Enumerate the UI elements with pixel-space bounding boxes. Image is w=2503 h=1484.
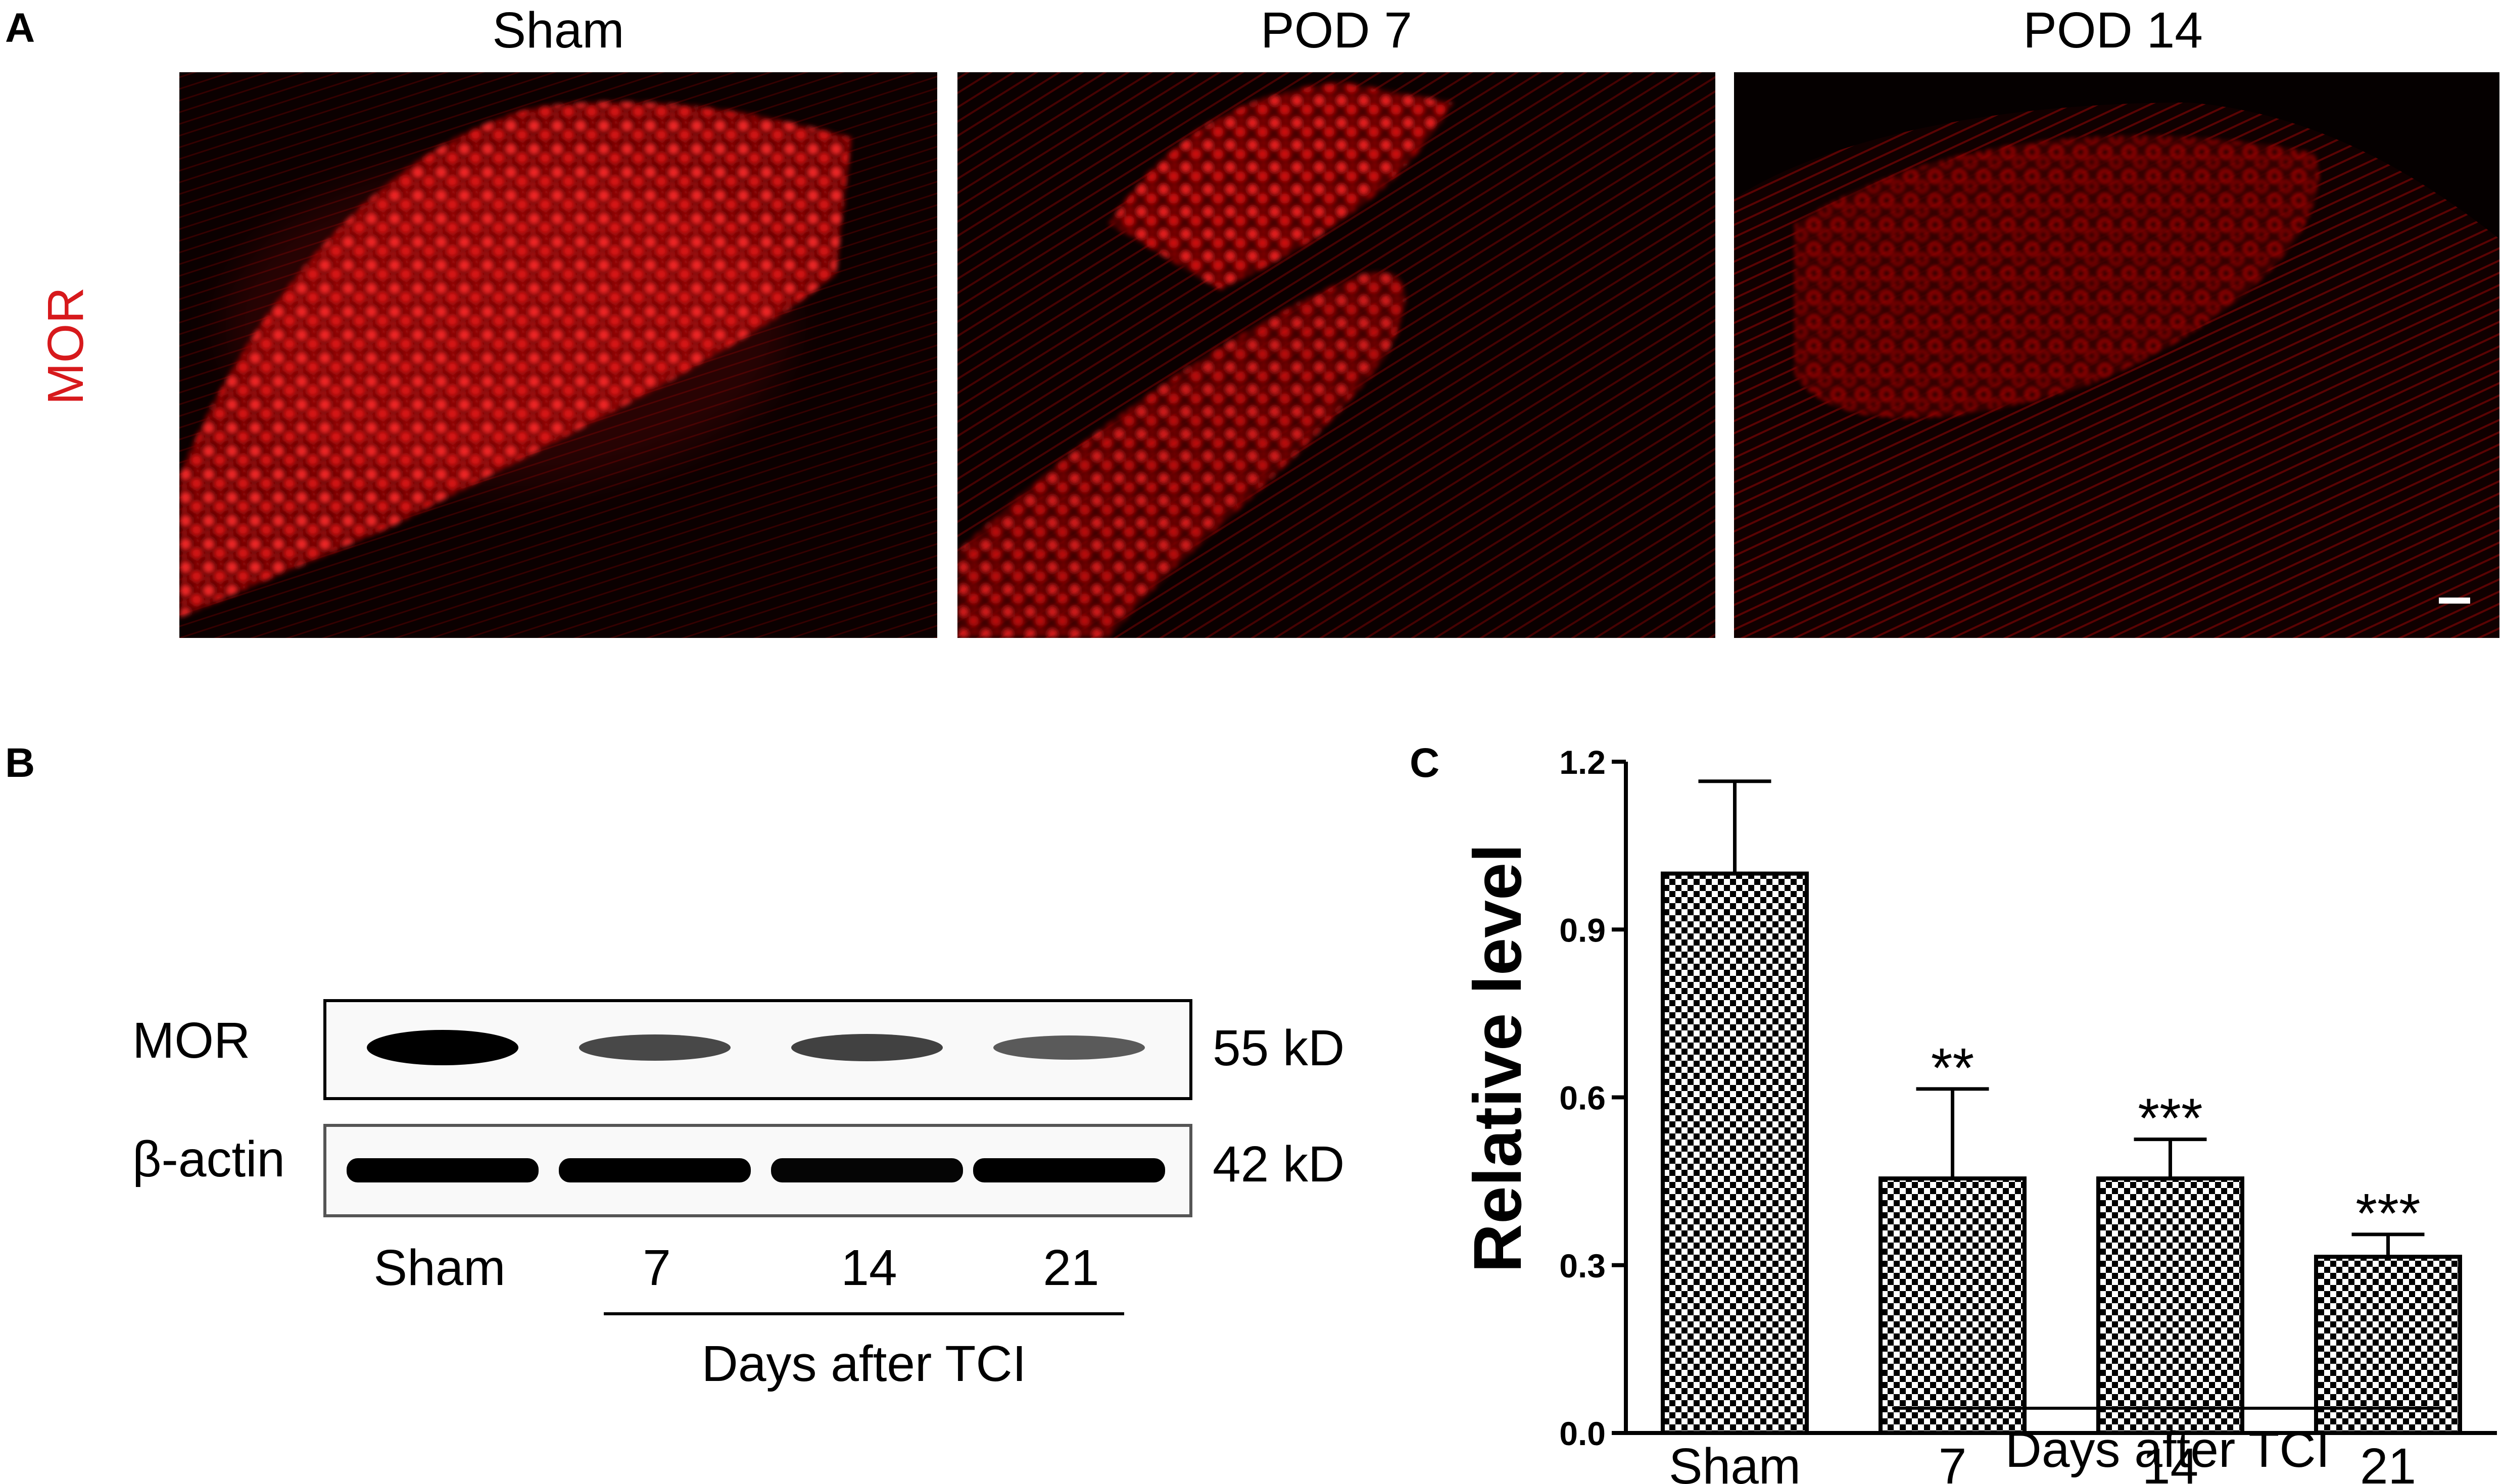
mor-band-7 <box>579 1034 731 1061</box>
actin-band-sham <box>347 1158 539 1182</box>
x-tick-label: 7 <box>1939 1438 1967 1484</box>
blot-actin-bands <box>347 1158 1165 1182</box>
mor-band-14 <box>791 1034 943 1061</box>
blot-mor <box>323 999 1192 1100</box>
blot-mor-bands <box>367 1030 1145 1065</box>
panel-a-letter: A <box>5 5 35 51</box>
x-tick-label: 21 <box>2360 1438 2416 1484</box>
bar-21 <box>2314 1255 2462 1435</box>
panel-b-letter: B <box>5 740 35 786</box>
y-axis-label: Relative level <box>1460 844 1535 1272</box>
bar-7 <box>1879 1176 2027 1436</box>
actin-band-7 <box>559 1158 751 1182</box>
micrograph-sham <box>179 72 937 638</box>
x-tick-label: Sham <box>1669 1438 1801 1484</box>
bar-sham <box>1661 871 1809 1435</box>
x-tick-label: 14 <box>2142 1438 2198 1484</box>
size-label-actin: 42 kD <box>1213 1136 1345 1193</box>
blot-actin <box>323 1124 1192 1217</box>
y-tick-label: 0.3 <box>1559 1247 1606 1284</box>
group-label-c: Days after TCI <box>2005 1421 2330 1478</box>
panel-c-letter: C <box>1410 740 1440 786</box>
column-title-sham: Sham <box>492 2 624 59</box>
group-underline-b <box>604 1312 1124 1315</box>
mor-band-21 <box>993 1035 1145 1060</box>
lane-label-7: 7 <box>643 1240 671 1296</box>
y-tick-label: 0.0 <box>1559 1415 1606 1452</box>
significance-marker: *** <box>2138 1087 2202 1150</box>
micrograph-pod7 <box>957 72 1715 638</box>
group-underline-c <box>1892 1407 2443 1410</box>
bar-chart: Sham ** 7 *** 14 *** 21 0.0 0.3 0.6 0.9 1.2 Relati… <box>1460 744 2497 1484</box>
size-label-mor: 55 kD <box>1213 1020 1345 1076</box>
y-tick-label: 0.9 <box>1559 911 1606 949</box>
lane-label-14: 14 <box>841 1240 897 1296</box>
significance-marker: ** <box>1931 1037 1975 1099</box>
lane-label-21: 21 <box>1043 1240 1099 1296</box>
actin-band-21 <box>973 1158 1165 1182</box>
row-label-wrapper: MOR <box>37 287 94 405</box>
significance-marker: *** <box>2355 1182 2420 1245</box>
group-label-b: Days after TCI <box>701 1335 1027 1392</box>
column-title-pod7: POD 7 <box>1260 2 1413 59</box>
mor-band-sham <box>367 1030 518 1065</box>
scale-bar <box>2439 598 2470 604</box>
lane-label-sham: Sham <box>373 1240 506 1296</box>
bar-14 <box>2096 1176 2244 1436</box>
row-label-mor: MOR <box>37 287 94 405</box>
micrograph-pod14 <box>1734 72 2499 638</box>
band-label-mor: MOR <box>132 1012 251 1069</box>
band-label-actin: β-actin <box>132 1131 285 1188</box>
column-title-pod14: POD 14 <box>2023 2 2203 59</box>
y-tick-label: 1.2 <box>1559 744 1606 781</box>
y-tick-label: 0.6 <box>1559 1079 1606 1117</box>
actin-band-14 <box>771 1158 963 1182</box>
